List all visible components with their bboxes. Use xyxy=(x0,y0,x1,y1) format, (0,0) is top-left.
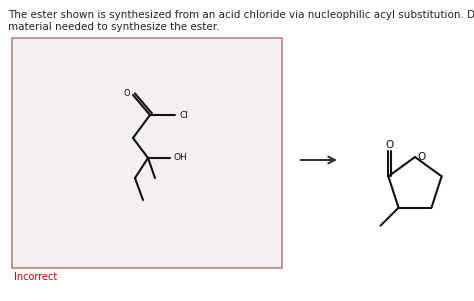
Bar xyxy=(12,38,282,268)
Text: OH: OH xyxy=(174,154,188,163)
Text: O: O xyxy=(386,140,394,150)
Text: Cl: Cl xyxy=(180,110,189,119)
Text: O: O xyxy=(124,88,130,98)
Text: material needed to synthesize the ester.: material needed to synthesize the ester. xyxy=(8,22,219,32)
Text: Incorrect: Incorrect xyxy=(14,272,57,282)
Text: O: O xyxy=(418,152,426,162)
Text: The ester shown is synthesized from an acid chloride via nucleophilic acyl subst: The ester shown is synthesized from an a… xyxy=(8,10,474,20)
